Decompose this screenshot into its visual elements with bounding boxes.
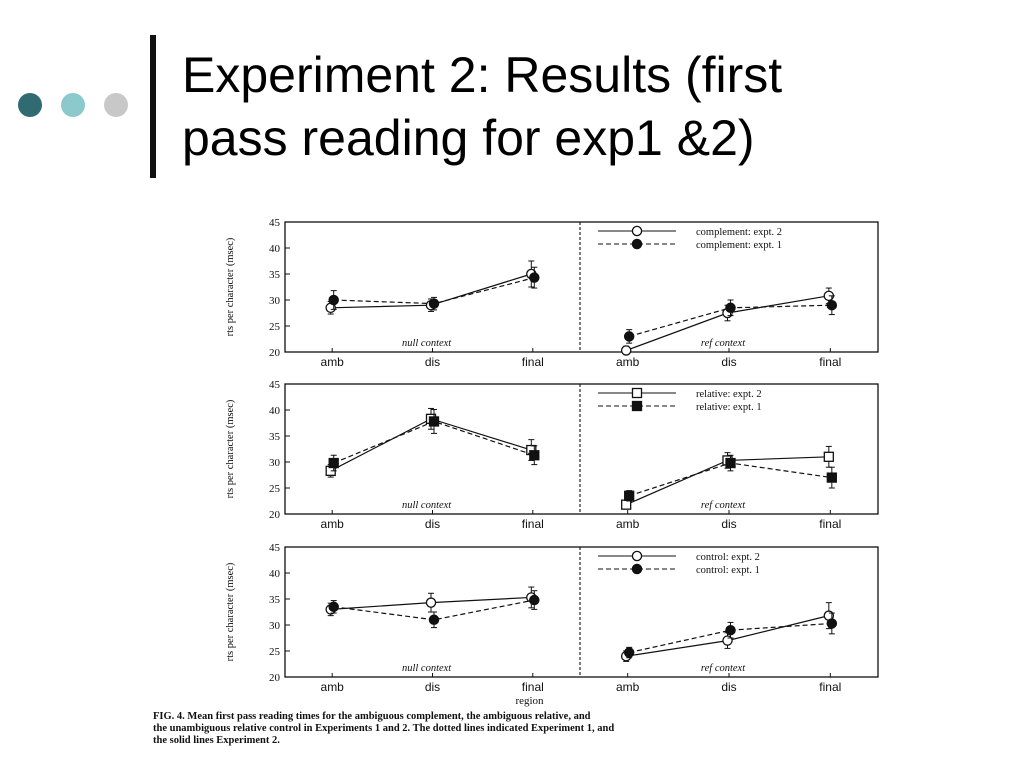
y-tick-label: 30 — [269, 620, 281, 632]
results-figure: 20 25 30 35 40 45 rts per character (msec) amb d… — [225, 217, 879, 707]
light-teal-dot — [61, 93, 85, 117]
legend-label: complement: expt. 2 — [696, 227, 782, 238]
x-axis-label: region — [515, 695, 544, 707]
y-tick-label: 30 — [269, 295, 281, 307]
slide-title-line-1: Experiment 2: Results (first — [182, 47, 783, 103]
data-point — [725, 624, 736, 636]
y-tick-label: 25 — [269, 483, 281, 495]
x-tick-label: final — [522, 355, 544, 369]
legend-label: control: expt. 2 — [696, 552, 760, 563]
y-tick-label: 35 — [269, 431, 281, 443]
data-point — [725, 457, 736, 469]
x-tick-label: amb — [321, 517, 345, 531]
data-point — [623, 647, 635, 658]
panel-context-label: ref context — [701, 663, 746, 674]
x-tick-label: dis — [425, 680, 440, 694]
caption-line-1: FIG. 4. Mean first pass reading times fo… — [153, 711, 591, 722]
y-axis-label: rts per character (msec) — [225, 237, 236, 336]
y-tick-label: 25 — [269, 646, 281, 658]
caption-line-2: the unambiguous relative control in Expe… — [153, 723, 615, 734]
plot-frame — [284, 383, 879, 515]
plot-frame — [284, 221, 879, 353]
legend-label: control: expt. 1 — [696, 565, 760, 576]
caption-line-3: the solid lines Experiment 2. — [153, 735, 280, 746]
legend-marker — [631, 550, 643, 562]
y-tick-label: 45 — [269, 379, 281, 391]
x-tick-label: final — [819, 680, 841, 694]
legend-marker — [631, 238, 643, 250]
data-point — [328, 294, 339, 306]
data-point — [529, 450, 540, 461]
y-tick-label: 25 — [269, 321, 281, 333]
panel-context-label: ref context — [701, 500, 746, 511]
legend-label: relative: expt. 2 — [696, 389, 762, 400]
legend-marker — [631, 400, 643, 412]
panel-context-label: null context — [402, 500, 452, 511]
data-point — [328, 457, 339, 469]
y-tick-label: 40 — [269, 405, 281, 417]
data-point — [328, 601, 339, 613]
x-tick-label: amb — [616, 517, 640, 531]
x-tick-label: dis — [425, 517, 440, 531]
gray-dot — [104, 93, 128, 117]
data-point — [826, 472, 837, 483]
data-point — [428, 614, 440, 626]
data-point — [428, 298, 440, 309]
x-tick-label: amb — [321, 355, 345, 369]
y-tick-label: 20 — [269, 509, 281, 521]
data-point — [425, 597, 437, 608]
data-point — [624, 490, 635, 501]
panel-context-label: null context — [402, 338, 452, 349]
legend-marker — [631, 387, 643, 399]
legend-label: complement: expt. 1 — [696, 240, 782, 251]
data-point — [725, 302, 736, 314]
y-tick-label: 30 — [269, 457, 281, 469]
chart-row-2 — [284, 383, 879, 515]
x-tick-label: amb — [321, 680, 345, 694]
chart-row-3 — [284, 546, 879, 678]
y-axis-label: rts per character (msec) — [225, 562, 236, 661]
title-divider-bar — [150, 35, 156, 178]
data-point — [529, 594, 540, 606]
x-tick-label: amb — [616, 680, 640, 694]
dark-teal-dot — [18, 93, 42, 117]
y-tick-label: 20 — [269, 347, 281, 359]
y-tick-label: 40 — [269, 568, 281, 580]
x-tick-label: dis — [721, 355, 736, 369]
x-tick-label: final — [522, 680, 544, 694]
slide-title-line-2: pass reading for exp1 &2) — [182, 110, 755, 166]
data-point — [826, 299, 838, 311]
legend-marker — [631, 563, 643, 575]
y-tick-label: 35 — [269, 594, 281, 606]
y-tick-label: 45 — [269, 542, 281, 554]
data-point — [529, 272, 540, 283]
y-tick-label: 45 — [269, 217, 281, 229]
legend-label: relative: expt. 1 — [696, 402, 762, 413]
slide-title: Experiment 2: Results (first pass readin… — [182, 44, 1002, 170]
data-point — [620, 345, 632, 356]
x-tick-label: final — [522, 517, 544, 531]
data-point — [428, 416, 440, 427]
y-tick-label: 35 — [269, 269, 281, 281]
x-tick-label: amb — [616, 355, 640, 369]
legend-marker — [631, 225, 643, 237]
x-tick-label: dis — [721, 517, 736, 531]
chart-row-1 — [284, 221, 879, 356]
series-line — [629, 622, 832, 654]
x-tick-label: final — [819, 517, 841, 531]
plot-frame — [284, 546, 879, 678]
panel-context-label: null context — [402, 663, 452, 674]
x-tick-label: dis — [721, 680, 736, 694]
data-point — [623, 331, 635, 342]
x-tick-label: dis — [425, 355, 440, 369]
series-line — [333, 599, 535, 621]
x-tick-label: final — [819, 355, 841, 369]
data-point — [826, 618, 838, 629]
y-axis-label: rts per character (msec) — [225, 399, 236, 498]
y-tick-label: 40 — [269, 243, 281, 255]
y-tick-label: 20 — [269, 672, 281, 684]
panel-context-label: ref context — [701, 338, 746, 349]
figure-caption: FIG. 4. Mean first pass reading times fo… — [153, 711, 938, 747]
data-point — [823, 451, 834, 462]
